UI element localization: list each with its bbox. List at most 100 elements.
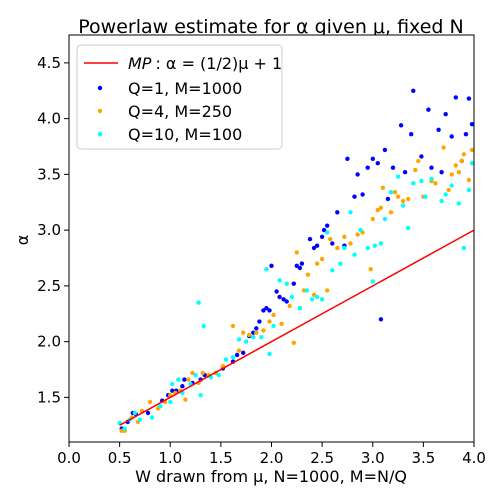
scatter-point-series-1 — [311, 292, 317, 297]
scatter-point-series-1 — [413, 167, 418, 173]
scatter-point-series-1 — [279, 321, 284, 326]
scatter-point-series-0 — [345, 156, 350, 161]
x-tick-label: 0.0 — [57, 449, 81, 467]
scatter-point-series-0 — [314, 243, 320, 248]
mp-line — [119, 229, 475, 426]
scatter-point-series-0 — [429, 165, 434, 170]
x-tick-label: 1.5 — [209, 449, 233, 467]
scatter-point-series-2 — [157, 404, 163, 409]
scatter-point-series-0 — [335, 210, 340, 215]
legend-label-q1: Q=1, M=1000 — [128, 79, 242, 98]
x-axis-ticks: 0.0 0.5 1.0 1.5 2.0 2.5 3.0 3.5 4.0 — [57, 442, 486, 467]
scatter-point-series-0 — [330, 241, 335, 246]
scatter-point-series-2 — [419, 178, 424, 184]
scatter-point-series-0 — [307, 236, 313, 242]
scatter-point-series-0 — [419, 154, 424, 159]
scatter-point-series-2 — [400, 203, 406, 208]
scatter-point-series-2 — [304, 288, 310, 293]
scatter-point-series-1 — [254, 330, 259, 335]
legend-line-prefix: MP — [128, 54, 152, 73]
scatter-point-series-0 — [411, 88, 416, 94]
scatter-point-series-2 — [319, 297, 325, 302]
scatter-point-series-1 — [271, 312, 276, 318]
scatter-point-series-2 — [168, 399, 173, 405]
scatter-point-series-2 — [365, 245, 370, 251]
scatter-point-series-0 — [234, 352, 240, 358]
scatter-point-series-0 — [402, 170, 408, 175]
scatter-point-series-1 — [348, 241, 353, 246]
scatter-point-series-2 — [406, 225, 411, 231]
scatter-point-series-0 — [365, 165, 370, 170]
scatter-point-series-2 — [370, 279, 375, 284]
scatter-point-series-1 — [328, 236, 333, 242]
scatter-point-series-0 — [449, 134, 454, 139]
scatter-point-series-1 — [267, 319, 272, 324]
scatter-point-series-1 — [287, 303, 292, 309]
scatter-point-series-2 — [284, 281, 289, 286]
scatter-point-series-0 — [269, 263, 274, 268]
scatter-point-series-0 — [274, 289, 279, 294]
scatter-point-series-2 — [271, 323, 276, 329]
scatter-point-series-0 — [355, 172, 360, 177]
scatter-point-series-0 — [257, 319, 262, 324]
scatter-point-series-2 — [196, 300, 201, 305]
scatter-point-series-2 — [388, 190, 394, 195]
scatter-point-series-0 — [325, 223, 330, 228]
scatter-point-series-1 — [441, 145, 446, 150]
scatter-point-series-2 — [137, 417, 143, 422]
scatter-point-series-0 — [370, 156, 375, 161]
scatter-point-series-0 — [385, 196, 391, 202]
scatter-point-series-0 — [352, 194, 357, 199]
scatter-point-series-1 — [461, 152, 467, 157]
scatter-point-series-1 — [453, 163, 458, 168]
scatter-point-series-0 — [382, 147, 388, 153]
scatter-point-series-1 — [186, 377, 191, 382]
scatter-point-series-2 — [439, 198, 444, 204]
scatter-point-series-0 — [466, 96, 472, 101]
scatter-point-series-2 — [411, 181, 416, 186]
scatter-point-series-0 — [453, 95, 458, 100]
scatter-point-series-0 — [463, 132, 469, 137]
scatter-point-series-0 — [469, 122, 475, 127]
y-tick-label: 3.0 — [37, 221, 61, 239]
y-tick-label: 1.5 — [37, 388, 61, 406]
legend-label-q4: Q=4, M=250 — [128, 102, 232, 121]
scatter-point-series-1 — [230, 323, 236, 329]
scatter-point-series-2 — [395, 174, 401, 179]
scatter-point-series-2 — [236, 337, 242, 342]
scatter-point-series-1 — [314, 261, 320, 266]
scatter-point-series-2 — [198, 393, 203, 398]
scatter-point-series-2 — [251, 335, 256, 340]
scatter-point-series-2 — [330, 268, 335, 273]
chart-title: Powerlaw estimate for α given μ, fixed N — [78, 16, 463, 38]
scatter-point-series-2 — [201, 323, 206, 329]
scatter-point-series-0 — [254, 326, 259, 331]
scatter-point-series-1 — [395, 194, 401, 199]
scatter-point-series-2 — [309, 297, 315, 302]
scatter-point-series-2 — [176, 377, 181, 382]
legend: MP: α = (1/2)μ + 1 Q=1, M=1000 Q=4, M=25… — [76, 44, 283, 150]
scatter-point-series-1 — [368, 267, 373, 272]
scatter-point-series-2 — [216, 372, 221, 378]
y-tick-label: 2.5 — [37, 277, 61, 295]
scatter-point-series-0 — [299, 261, 305, 266]
scatter-point-series-2 — [230, 355, 236, 360]
scatter-point-series-0 — [311, 245, 317, 251]
scatter-point-series-2 — [325, 230, 330, 235]
y-axis-label: α — [13, 235, 32, 246]
scatter-point-series-2 — [289, 294, 294, 300]
scatter-point-series-1 — [261, 328, 266, 333]
scatter-point-series-0 — [390, 165, 396, 170]
scatter-point-series-1 — [456, 170, 461, 175]
scatter-point-series-1 — [446, 187, 451, 193]
scatter-point-series-2 — [297, 306, 303, 311]
scatter-point-series-0 — [378, 317, 384, 322]
scatter-point-series-1 — [392, 190, 398, 195]
scatter-point-series-1 — [406, 196, 411, 202]
legend-line-label: MP: α = (1/2)μ + 1 — [128, 54, 282, 73]
scatter-point-series-2 — [259, 335, 264, 340]
scatter-points — [117, 88, 475, 433]
legend-marker-q4 — [97, 108, 103, 114]
scatter-point-series-2 — [170, 381, 175, 387]
legend-marker-q1 — [97, 85, 103, 91]
